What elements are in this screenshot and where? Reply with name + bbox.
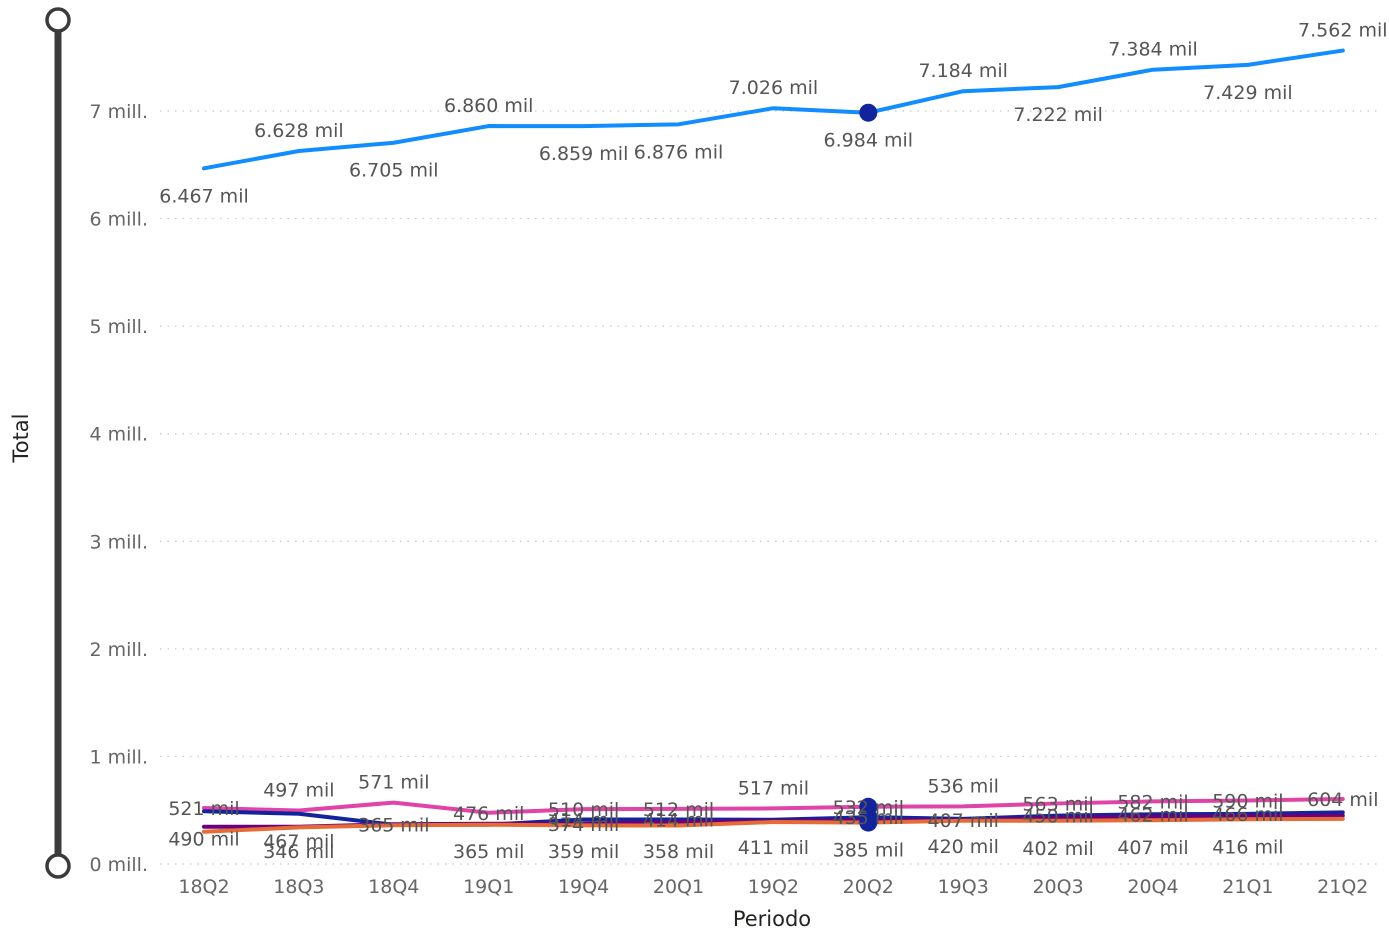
data-label: 462 mil	[1117, 804, 1188, 826]
data-label: 512 mil	[643, 799, 714, 821]
data-label: 450 mil	[1022, 806, 1093, 828]
data-label: 407 mil	[1117, 837, 1188, 859]
data-label: 359 mil	[548, 841, 619, 863]
gridlines	[160, 110, 1382, 865]
data-label: 7.384 mil	[1108, 39, 1198, 61]
data-label: 435 mil	[833, 807, 904, 829]
series-line[interactable]	[202, 816, 1345, 834]
zoom-slider-top-handle[interactable]	[45, 7, 71, 33]
x-axis-title: Periodo	[733, 907, 811, 931]
y-tick-label: 3 mill.	[89, 531, 148, 553]
data-label: 414 mil	[548, 809, 619, 831]
y-tick-label: 7 mill.	[89, 101, 148, 123]
y-tick-label: 1 mill.	[89, 746, 148, 768]
data-label: 6.876 mil	[634, 141, 724, 163]
data-label: 6.984 mil	[824, 130, 914, 152]
y-axis-zoom-slider[interactable]	[45, 7, 71, 879]
y-tick-label: 2 mill.	[89, 639, 148, 661]
y-tick-label: 5 mill.	[89, 316, 148, 338]
data-label: 365 mil	[358, 815, 429, 837]
data-label: 346 mil	[263, 841, 334, 863]
x-tick-label: 18Q2	[178, 876, 229, 898]
data-label: 510 mil	[548, 799, 619, 821]
y-axis-title: Total	[9, 413, 33, 463]
series-line[interactable]	[202, 48, 1345, 171]
data-label: 7.026 mil	[729, 77, 819, 99]
x-tick-label: 20Q3	[1032, 876, 1083, 898]
data-label: 497 mil	[263, 780, 334, 802]
series-line[interactable]	[202, 797, 1345, 815]
data-label: 490 mil	[168, 828, 239, 850]
data-label: 407 mil	[928, 810, 999, 832]
data-label: 385 mil	[833, 840, 904, 862]
data-label: 563 mil	[1022, 793, 1093, 815]
data-label: 536 mil	[928, 775, 999, 797]
data-label: 374 mil	[548, 814, 619, 836]
data-label: 7.429 mil	[1203, 82, 1293, 104]
x-tick-label: 18Q4	[368, 876, 419, 898]
x-tick-label: 21Q1	[1222, 876, 1273, 898]
data-label: 476 mil	[453, 803, 524, 825]
data-label: 365 mil	[453, 841, 524, 863]
x-tick-label: 19Q2	[748, 876, 799, 898]
x-tick-label: 19Q1	[463, 876, 514, 898]
data-label: 532 mil	[833, 797, 904, 819]
data-label: 6.859 mil	[539, 143, 629, 165]
x-tick-label: 18Q3	[273, 876, 324, 898]
data-label: 6.628 mil	[254, 120, 344, 142]
highlight-point[interactable]	[859, 103, 878, 122]
highlight-markers	[859, 103, 878, 832]
data-label: 411 mil	[738, 837, 809, 859]
data-label: 7.222 mil	[1013, 104, 1103, 126]
data-label: 6.467 mil	[159, 185, 249, 207]
y-axis-ticks: 0 mill. 1 mill. 2 mill. 3 mill. 4 mill. 5 mil…	[89, 101, 148, 876]
data-label: 571 mil	[358, 772, 429, 794]
series-lines	[202, 48, 1345, 834]
data-label: 582 mil	[1117, 791, 1188, 813]
data-label: 467 mil	[263, 831, 334, 853]
data-label: 414 mil	[643, 809, 714, 831]
x-tick-label: 19Q4	[558, 876, 609, 898]
highlight-point[interactable]	[859, 813, 878, 832]
x-tick-label: 20Q2	[843, 876, 894, 898]
data-label: 7.562 mil	[1298, 20, 1388, 42]
y-tick-label: 0 mill.	[89, 854, 148, 876]
data-label: 420 mil	[928, 836, 999, 858]
y-tick-label: 4 mill.	[89, 424, 148, 446]
data-label: 6.705 mil	[349, 160, 439, 182]
x-tick-label: 20Q1	[653, 876, 704, 898]
zoom-slider-bottom-handle[interactable]	[45, 853, 71, 879]
data-label: 517 mil	[738, 777, 809, 799]
x-tick-label: 19Q3	[938, 876, 989, 898]
data-label: 466 mil	[1212, 804, 1283, 826]
data-label: 402 mil	[1022, 838, 1093, 860]
data-label: 521 mil	[168, 798, 239, 820]
y-tick-label: 6 mill.	[89, 209, 148, 231]
x-axis-ticks: 18Q2 18Q3 18Q4 19Q1 19Q4 20Q1 19Q2 20Q2 19Q3 20Q3…	[178, 876, 1368, 898]
data-label: 416 mil	[1212, 836, 1283, 858]
x-tick-label: 21Q2	[1317, 876, 1368, 898]
data-label: 7.184 mil	[918, 60, 1008, 82]
x-tick-label: 20Q4	[1127, 876, 1178, 898]
data-label: 358 mil	[643, 841, 714, 863]
data-label: 590 mil	[1212, 791, 1283, 813]
data-label: 604 mil	[1307, 789, 1378, 811]
data-label: 6.860 mil	[444, 95, 534, 117]
